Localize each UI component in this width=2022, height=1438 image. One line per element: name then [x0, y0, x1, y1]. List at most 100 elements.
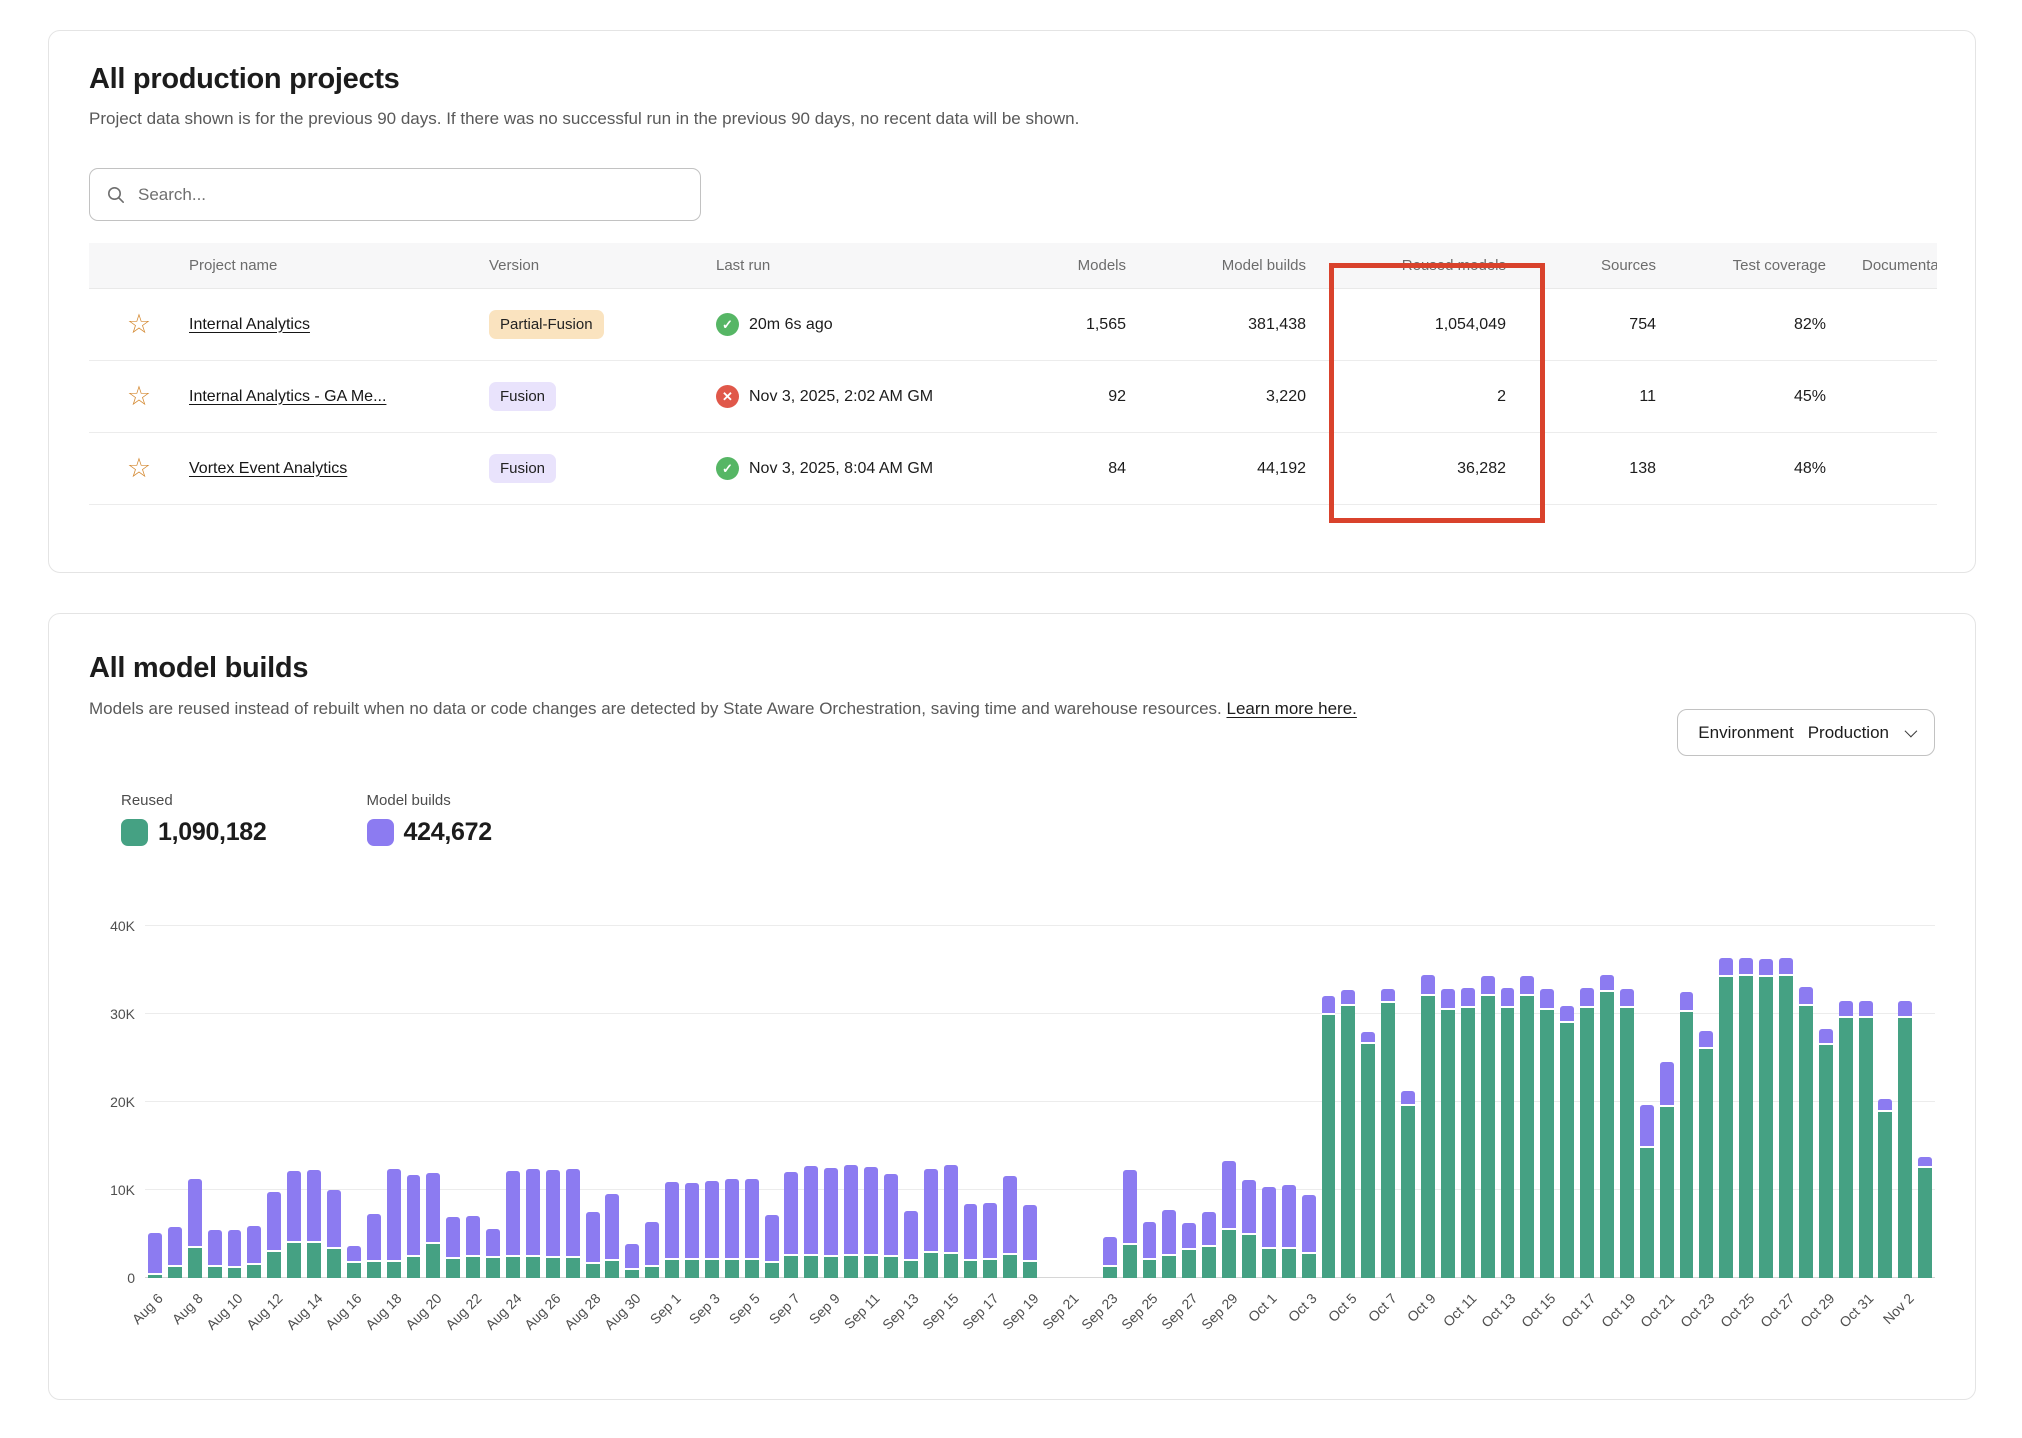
stacked-bar[interactable]: [1898, 1000, 1913, 1278]
stacked-bar[interactable]: [1818, 1028, 1833, 1278]
stacked-bar[interactable]: [903, 1211, 918, 1278]
environment-select[interactable]: Environment Production: [1677, 709, 1935, 756]
stacked-bar[interactable]: [1301, 1195, 1316, 1278]
project-search[interactable]: [89, 168, 701, 221]
stacked-bar[interactable]: [1918, 1157, 1933, 1278]
stacked-bar[interactable]: [1798, 986, 1813, 1278]
stacked-bar[interactable]: [1858, 1000, 1873, 1278]
project-name-link[interactable]: Vortex Event Analytics: [189, 459, 348, 477]
stacked-bar[interactable]: [1639, 1104, 1654, 1278]
stacked-bar[interactable]: [466, 1216, 481, 1278]
stacked-bar[interactable]: [1659, 1062, 1674, 1278]
stacked-bar[interactable]: [1719, 957, 1734, 1278]
stacked-bar[interactable]: [327, 1190, 341, 1278]
stacked-bar[interactable]: [1361, 1031, 1376, 1278]
stacked-bar[interactable]: [366, 1213, 381, 1278]
stacked-bar[interactable]: [585, 1212, 600, 1278]
stacked-bar[interactable]: [187, 1179, 202, 1278]
learn-more-link[interactable]: Learn more here.: [1226, 699, 1357, 718]
stacked-bar[interactable]: [1420, 975, 1435, 1278]
stacked-bar[interactable]: [267, 1191, 282, 1278]
stacked-bar[interactable]: [1679, 992, 1694, 1278]
stacked-bar[interactable]: [1023, 1204, 1038, 1278]
model-builds-card: All model builds Models are reused inste…: [48, 613, 1976, 1400]
stacked-bar[interactable]: [744, 1178, 759, 1278]
stacked-bar[interactable]: [1202, 1212, 1217, 1278]
stacked-bar[interactable]: [1102, 1236, 1117, 1278]
stacked-bar[interactable]: [486, 1228, 501, 1278]
stacked-bar[interactable]: [1560, 1006, 1575, 1278]
stacked-bar[interactable]: [167, 1226, 182, 1278]
stacked-bar[interactable]: [565, 1168, 580, 1278]
stacked-bar[interactable]: [1142, 1221, 1157, 1278]
stacked-bar[interactable]: [1619, 989, 1634, 1278]
stacked-bar[interactable]: [923, 1168, 938, 1278]
stacked-bar[interactable]: [1878, 1099, 1893, 1278]
favorite-star-icon[interactable]: ☆: [126, 311, 152, 338]
stacked-bar[interactable]: [1759, 958, 1774, 1278]
project-name-link[interactable]: Internal Analytics: [189, 315, 310, 333]
stacked-bar[interactable]: [824, 1168, 839, 1278]
stacked-bar[interactable]: [1182, 1222, 1197, 1278]
stacked-bar[interactable]: [784, 1172, 799, 1278]
stacked-bar[interactable]: [287, 1170, 302, 1278]
stacked-bar[interactable]: [1222, 1160, 1236, 1278]
stacked-bar[interactable]: [1480, 976, 1495, 1278]
stacked-bar[interactable]: [545, 1169, 560, 1278]
stacked-bar[interactable]: [1699, 1030, 1714, 1278]
stacked-bar[interactable]: [386, 1168, 401, 1278]
stacked-bar[interactable]: [247, 1226, 262, 1278]
stacked-bar[interactable]: [685, 1182, 699, 1278]
stacked-bar[interactable]: [1281, 1184, 1296, 1278]
stacked-bar[interactable]: [625, 1243, 640, 1278]
project-name-link[interactable]: Internal Analytics - GA Me...: [189, 387, 387, 405]
stacked-bar[interactable]: [1440, 989, 1455, 1278]
model-builds-segment: [1401, 1091, 1416, 1107]
table-row: ☆ Internal Analytics - GA Me... Fusion ✕ Nov…: [89, 361, 1937, 433]
stacked-bar[interactable]: [1600, 975, 1614, 1278]
stacked-bar[interactable]: [207, 1229, 222, 1278]
stacked-bar[interactable]: [346, 1246, 361, 1278]
stacked-bar[interactable]: [1321, 996, 1336, 1278]
stacked-bar[interactable]: [1540, 989, 1555, 1278]
stacked-bar[interactable]: [1739, 957, 1754, 1278]
stacked-bar[interactable]: [963, 1204, 978, 1278]
stacked-bar[interactable]: [147, 1233, 162, 1278]
stacked-bar[interactable]: [1261, 1186, 1276, 1278]
stacked-bar[interactable]: [426, 1173, 441, 1278]
stacked-bar[interactable]: [804, 1166, 819, 1278]
stacked-bar[interactable]: [844, 1165, 859, 1278]
favorite-star-icon[interactable]: ☆: [126, 383, 152, 410]
stacked-bar[interactable]: [406, 1175, 421, 1278]
stacked-bar[interactable]: [1580, 988, 1595, 1278]
stacked-bar[interactable]: [1838, 1000, 1853, 1278]
stacked-bar[interactable]: [506, 1170, 520, 1278]
stacked-bar[interactable]: [943, 1165, 958, 1278]
stacked-bar[interactable]: [704, 1181, 719, 1278]
stacked-bar[interactable]: [605, 1193, 620, 1278]
stacked-bar[interactable]: [724, 1179, 739, 1278]
stacked-bar[interactable]: [1122, 1169, 1137, 1278]
stacked-bar[interactable]: [1381, 989, 1396, 1278]
stacked-bar[interactable]: [1460, 988, 1475, 1278]
stacked-bar[interactable]: [983, 1203, 998, 1278]
favorite-star-icon[interactable]: ☆: [126, 455, 152, 482]
stacked-bar[interactable]: [864, 1167, 878, 1278]
stacked-bar[interactable]: [665, 1182, 680, 1278]
stacked-bar[interactable]: [1241, 1180, 1256, 1278]
stacked-bar[interactable]: [1341, 990, 1356, 1278]
stacked-bar[interactable]: [1003, 1175, 1018, 1278]
stacked-bar[interactable]: [307, 1169, 322, 1278]
stacked-bar[interactable]: [1162, 1210, 1177, 1278]
stacked-bar[interactable]: [446, 1217, 461, 1278]
stacked-bar[interactable]: [764, 1214, 779, 1278]
stacked-bar[interactable]: [1520, 976, 1535, 1278]
stacked-bar[interactable]: [1779, 957, 1793, 1278]
stacked-bar[interactable]: [525, 1168, 540, 1278]
stacked-bar[interactable]: [1500, 988, 1515, 1278]
stacked-bar[interactable]: [227, 1229, 242, 1278]
search-input[interactable]: [138, 184, 684, 205]
stacked-bar[interactable]: [883, 1174, 898, 1278]
stacked-bar[interactable]: [645, 1221, 660, 1278]
stacked-bar[interactable]: [1401, 1091, 1416, 1278]
